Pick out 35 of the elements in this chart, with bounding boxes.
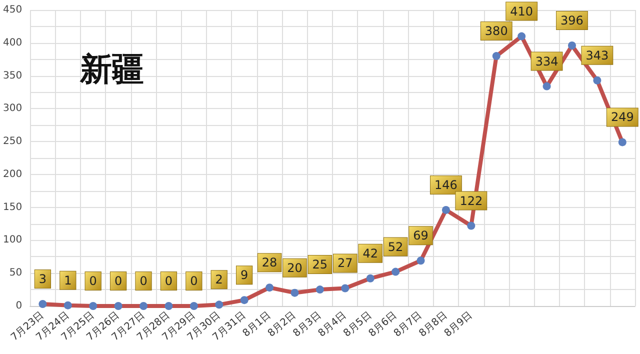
- data-label: 42: [362, 246, 378, 260]
- data-label: 249: [610, 110, 634, 124]
- data-label: 27: [338, 256, 353, 270]
- data-label: 334: [535, 54, 558, 68]
- y-tick-label: 400: [2, 37, 22, 48]
- data-label: 9: [240, 268, 248, 282]
- data-label: 0: [89, 274, 97, 288]
- data-label: 1: [64, 273, 72, 288]
- data-label: 0: [140, 274, 148, 288]
- text: 新疆: [79, 50, 144, 88]
- y-tick-label: 350: [2, 70, 22, 82]
- data-label: 25: [312, 258, 328, 272]
- y-tick-label: 300: [2, 103, 22, 114]
- data-label: 28: [262, 256, 278, 270]
- data-label: 69: [413, 228, 428, 243]
- data-label: 0: [114, 274, 122, 288]
- y-tick-label: 150: [2, 202, 22, 213]
- data-label: 20: [287, 260, 302, 275]
- data-label: 0: [190, 274, 198, 288]
- y-tick-label: 450: [2, 4, 22, 16]
- y-tick-label: 100: [2, 234, 22, 246]
- data-label: 146: [434, 178, 458, 192]
- y-tick-label: 0: [16, 300, 22, 312]
- y-tick-label: 250: [2, 136, 22, 148]
- data-label: 0: [164, 274, 173, 288]
- data-label: 122: [460, 194, 483, 208]
- data-label: 3: [38, 272, 47, 286]
- data-label: 52: [388, 240, 404, 254]
- data-label: 343: [586, 48, 609, 62]
- data-label: 396: [560, 14, 584, 28]
- data-label: 380: [484, 24, 508, 38]
- y-tick-label: 200: [2, 168, 22, 180]
- y-tick-label: 50: [9, 268, 22, 279]
- data-label: 2: [215, 272, 223, 287]
- data-label: 410: [510, 4, 534, 18]
